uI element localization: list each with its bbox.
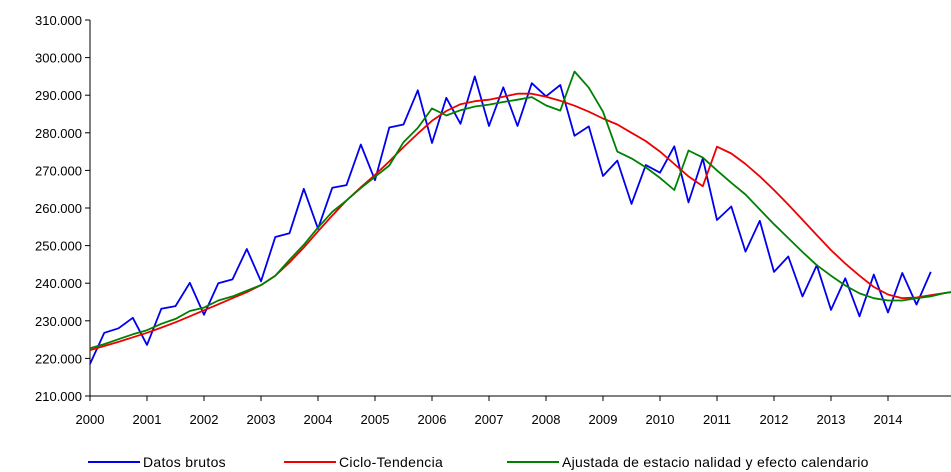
x-tick-label: 2006: [418, 412, 447, 427]
y-tick-label: 260.000: [35, 201, 82, 216]
x-tick-label: 2014: [874, 412, 903, 427]
x-tick-label: 2010: [646, 412, 675, 427]
x-tick-label: 2009: [589, 412, 618, 427]
y-tick-label: 210.000: [35, 389, 82, 404]
x-tick-label: 2004: [304, 412, 333, 427]
series-datos-brutos: [89, 75, 932, 365]
series-ciclo-tendencia: [89, 92, 951, 351]
legend-item-datos-brutos: Datos brutos: [88, 454, 226, 470]
y-tick-label: 240.000: [35, 276, 82, 291]
legend-item-ajustada: Ajustada de estacio nalidad y efecto cal…: [507, 454, 869, 470]
y-tick-label: 300.000: [35, 51, 82, 66]
y-tick-label: 280.000: [35, 126, 82, 141]
y-tick-label: 250.000: [35, 239, 82, 254]
x-tick-label: 2000: [76, 412, 105, 427]
legend-label-datos-brutos: Datos brutos: [143, 454, 226, 470]
x-tick-label: 2013: [817, 412, 846, 427]
axes: [89, 20, 951, 397]
x-axis-ticks: 2000 2001 2002 2003 2004 2005 2006 2007 2008 2009…: [76, 396, 903, 427]
series-ajustada: [89, 70, 951, 350]
x-tick-label: 2012: [760, 412, 789, 427]
x-tick-label: 2005: [361, 412, 390, 427]
x-tick-label: 2007: [475, 412, 504, 427]
series-layer: [89, 70, 951, 365]
x-tick-label: 2008: [532, 412, 561, 427]
x-tick-label: 2002: [190, 412, 219, 427]
legend-label-ciclo-tendencia: Ciclo-Tendencia: [339, 454, 443, 470]
y-axis-ticks: 210.000 220.000 230.000 240.000 250.000 260.0…: [35, 13, 90, 404]
y-tick-label: 270.000: [35, 163, 82, 178]
legend-item-ciclo-tendencia: Ciclo-Tendencia: [284, 454, 443, 470]
y-tick-label: 230.000: [35, 314, 82, 329]
legend: Datos brutos Ciclo-Tendencia Ajustada de…: [88, 454, 869, 470]
y-tick-label: 220.000: [35, 351, 82, 366]
x-tick-label: 2011: [703, 412, 731, 427]
y-tick-label: 290.000: [35, 88, 82, 103]
x-tick-label: 2003: [247, 412, 276, 427]
x-tick-label: 2001: [133, 412, 162, 427]
y-tick-label: 310.000: [35, 13, 82, 28]
legend-label-ajustada: Ajustada de estacio nalidad y efecto cal…: [562, 454, 869, 470]
